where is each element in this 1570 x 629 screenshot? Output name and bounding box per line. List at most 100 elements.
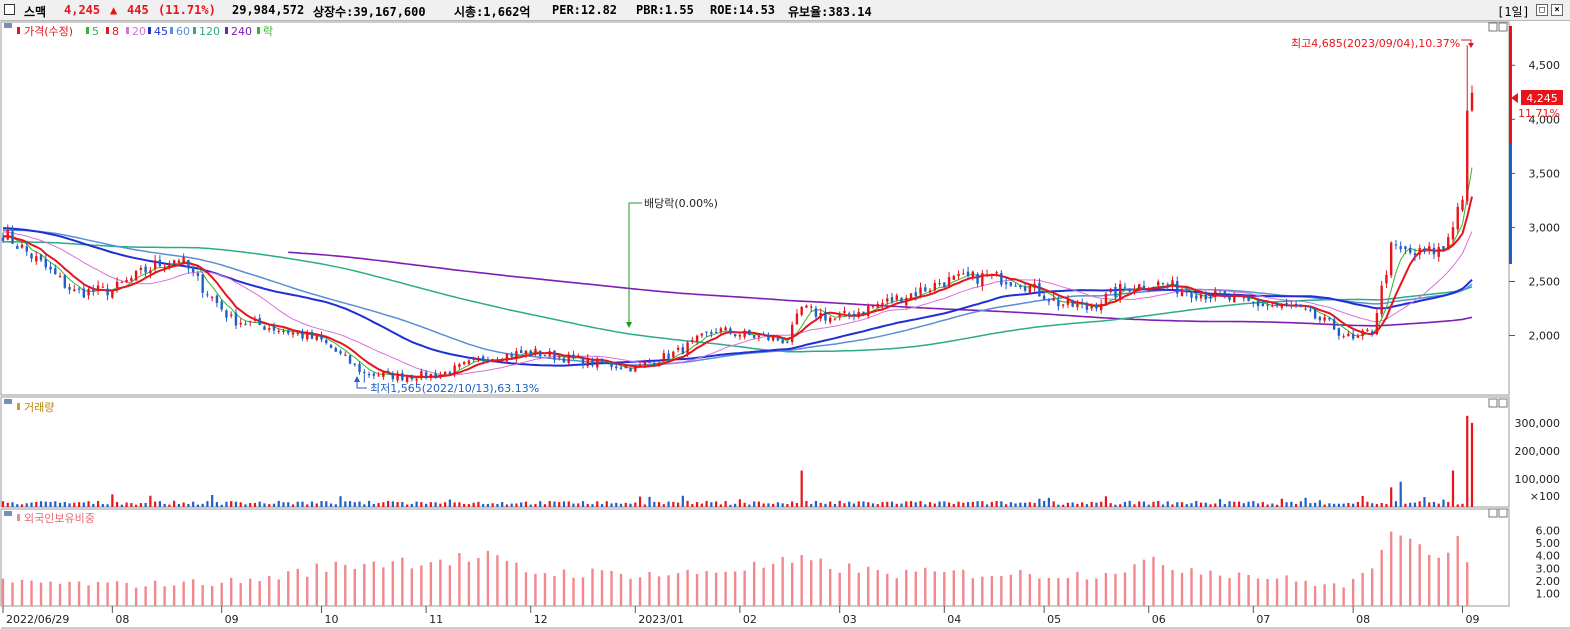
candle-body [1000, 272, 1003, 285]
foreign-bar [1028, 574, 1032, 606]
foreign-bar [106, 582, 109, 606]
candle-body [990, 273, 994, 275]
candle-body [981, 273, 984, 287]
foreign-bar [363, 563, 366, 606]
foreign-bar [334, 561, 337, 606]
volume-bar [520, 502, 523, 507]
candle-body [966, 271, 970, 277]
volume-bar [263, 503, 266, 507]
foreign-bar [553, 575, 556, 606]
candle-body [786, 341, 789, 343]
volume-bar [1432, 501, 1436, 507]
candle-body [1408, 248, 1412, 253]
volume-bar [852, 503, 856, 507]
candle-body [548, 351, 551, 356]
foreign-handle-icon[interactable] [4, 511, 12, 516]
volume-bar [938, 501, 941, 507]
candle-body [1042, 295, 1046, 300]
foreign-bar [781, 556, 784, 606]
candle-body [310, 331, 314, 339]
foreign-bar [1047, 578, 1051, 606]
foreign-bar [1199, 574, 1203, 606]
candle-body [667, 353, 670, 359]
foreign-bar [1237, 572, 1241, 606]
candle-body [691, 339, 694, 342]
volume-bar [115, 502, 119, 507]
foreign-bar [1009, 574, 1013, 606]
x-tick-label: 02 [743, 613, 757, 626]
volume-bar [1085, 504, 1089, 507]
volume-bar [353, 502, 356, 507]
volume-bar [719, 504, 722, 507]
foreign-bar [1190, 568, 1193, 606]
legend-price: 가격(수정) [24, 25, 73, 38]
foreign-bar [1351, 578, 1355, 606]
candle-body [719, 328, 723, 332]
foreign-min-icon[interactable] [1488, 508, 1498, 518]
volume-bar [1000, 501, 1003, 507]
candle-body [1456, 206, 1459, 230]
foreign-plot [1, 531, 1469, 606]
candle-body [1228, 295, 1231, 300]
candle-body [1090, 306, 1093, 309]
foreign-bar [1104, 572, 1108, 606]
candle-body [291, 332, 295, 335]
volume-bar [163, 503, 166, 507]
candle-body [101, 286, 105, 288]
foreign-bar [895, 578, 898, 606]
panel-min-icon[interactable] [1488, 22, 1498, 32]
volume-bar [291, 504, 295, 507]
foreign-bar [229, 577, 233, 606]
volume-bar [244, 504, 247, 507]
maximize-icon[interactable]: □ [1536, 4, 1548, 16]
volume-close-icon[interactable] [1498, 398, 1508, 408]
volume-bar [458, 502, 461, 507]
foreign-close-icon[interactable] [1498, 508, 1508, 518]
period-selector[interactable]: [1일] [1497, 5, 1530, 19]
volume-handle-icon[interactable] [4, 399, 12, 404]
volume-min-icon[interactable] [1488, 398, 1498, 408]
candle-body [386, 370, 390, 373]
volume-bar [1423, 497, 1426, 507]
candle-body [1290, 305, 1293, 307]
candle-body [1038, 282, 1041, 297]
volume-bar [16, 504, 19, 507]
foreign-bar [1428, 554, 1431, 606]
candle-body [30, 253, 33, 259]
candle-body [325, 339, 328, 344]
x-tick-label: 11 [429, 613, 443, 626]
volume-bar [1043, 500, 1046, 507]
panel-handle-icon[interactable] [4, 23, 12, 28]
candle-body [543, 355, 547, 357]
volume-bar [1275, 504, 1279, 507]
volume-bar [25, 503, 28, 507]
volume-bar [230, 501, 233, 507]
price-change-pct: (11.71%) [158, 3, 216, 17]
select-checkbox[interactable] [4, 4, 15, 15]
panel-close-icon[interactable] [1498, 22, 1508, 32]
candle-body [58, 275, 62, 277]
foreign-bar [249, 578, 252, 606]
candle-body [1389, 242, 1393, 276]
foreign-bar [648, 571, 651, 606]
candle-body [738, 335, 742, 337]
volume-bar [947, 502, 951, 507]
candle-body [77, 288, 81, 290]
close-icon[interactable]: × [1551, 4, 1563, 16]
volume-bar [30, 502, 33, 507]
volume-bar [1166, 501, 1169, 507]
last-pct-tag: 11.71% [1518, 107, 1560, 120]
volume-bar [629, 503, 632, 507]
candle-body [762, 333, 765, 336]
volume-bar [1442, 499, 1445, 507]
volume-bar [710, 502, 713, 507]
candle-body [833, 318, 837, 320]
volume-bar [738, 499, 741, 507]
candle-body [1304, 308, 1307, 310]
foreign-bar [591, 568, 594, 606]
candle-body [139, 267, 143, 270]
foreign-bar [990, 576, 994, 606]
foreign-bar [496, 555, 499, 606]
candle-body [985, 274, 989, 276]
candle-body [1323, 317, 1326, 321]
